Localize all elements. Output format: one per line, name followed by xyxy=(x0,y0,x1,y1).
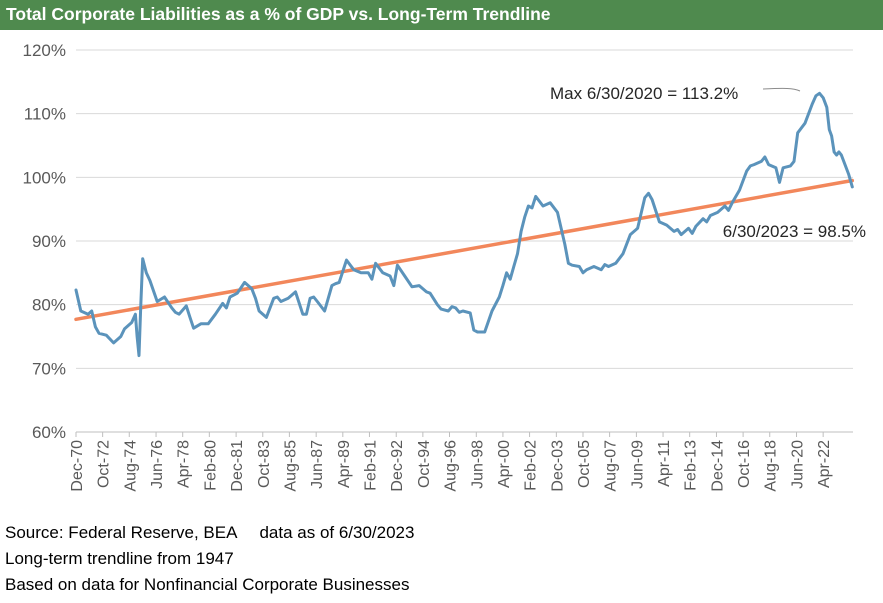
x-tick-label: Feb-02 xyxy=(523,440,540,491)
x-tick-label: Feb-80 xyxy=(202,440,219,491)
latest-annotation: 6/30/2023 = 98.5% xyxy=(723,222,866,241)
trendline xyxy=(74,178,855,322)
x-tick-label: Aug-74 xyxy=(122,440,139,492)
liabilities-series-line xyxy=(74,91,854,358)
footer-source-line: Source: Federal Reserve, BEA data as of 6… xyxy=(5,523,414,543)
x-tick-label: Aug-96 xyxy=(443,440,460,492)
line-chart: 60% 70% 80% 90% 100% 110% 120% Dec-70 Oct-72 Aug… xyxy=(23,41,866,492)
x-tick-label: Aug-18 xyxy=(763,440,780,492)
x-tick-label: Oct-05 xyxy=(576,440,593,488)
x-tick-label: Jun-76 xyxy=(149,440,166,489)
x-tick-label: Dec-92 xyxy=(389,440,406,492)
x-tick-label: Apr-00 xyxy=(496,440,513,488)
x-tick-label: Apr-78 xyxy=(176,440,193,488)
max-annotation: Max 6/30/2020 = 113.2% xyxy=(550,84,738,103)
max-annotation-leader xyxy=(762,87,801,92)
x-tick-label: Jun-20 xyxy=(790,440,807,489)
x-tick-label: Oct-16 xyxy=(736,440,753,488)
y-tick-label: 100% xyxy=(23,168,66,187)
chart-title: Total Corporate Liabilities as a % of GD… xyxy=(6,4,551,24)
x-tick-label: Aug-85 xyxy=(282,440,299,492)
y-tick-label: 120% xyxy=(23,41,66,60)
title-bar: Total Corporate Liabilities as a % of GD… xyxy=(0,0,883,30)
x-tick-label: Dec-03 xyxy=(549,440,566,492)
y-tick-label: 70% xyxy=(32,359,66,378)
x-tick-label: Aug-07 xyxy=(603,440,620,492)
x-tick-label: Jun-09 xyxy=(629,440,646,489)
x-tick-label: Apr-22 xyxy=(816,440,833,488)
y-tick-label: 80% xyxy=(32,296,66,315)
y-tick-label: 110% xyxy=(24,105,66,124)
source-note: Source: Federal Reserve, BEA xyxy=(5,523,238,542)
x-tick-label: Oct-94 xyxy=(416,440,433,488)
y-tick-label: 60% xyxy=(32,423,66,442)
x-tick-label: Feb-91 xyxy=(362,440,379,491)
data-as-of-note: data as of 6/30/2023 xyxy=(259,523,415,542)
x-tick-label: Apr-89 xyxy=(336,440,353,488)
x-tick-label: Dec-81 xyxy=(229,440,246,492)
x-tick-label: Dec-14 xyxy=(709,440,726,492)
y-tick-label: 90% xyxy=(32,232,66,251)
x-tick-label: Oct-83 xyxy=(256,440,273,488)
x-tick-label: Oct-72 xyxy=(96,440,113,488)
x-tick-label: Jun-98 xyxy=(469,440,486,489)
x-tick-label: Feb-13 xyxy=(683,440,700,491)
x-tick-label: Apr-11 xyxy=(656,440,673,487)
x-tick-label: Jun-87 xyxy=(309,440,326,489)
x-tick-label: Dec-70 xyxy=(69,440,86,492)
trendline-note: Long-term trendline from 1947 xyxy=(5,549,234,568)
basis-note: Based on data for Nonfinancial Corporate… xyxy=(5,575,410,594)
